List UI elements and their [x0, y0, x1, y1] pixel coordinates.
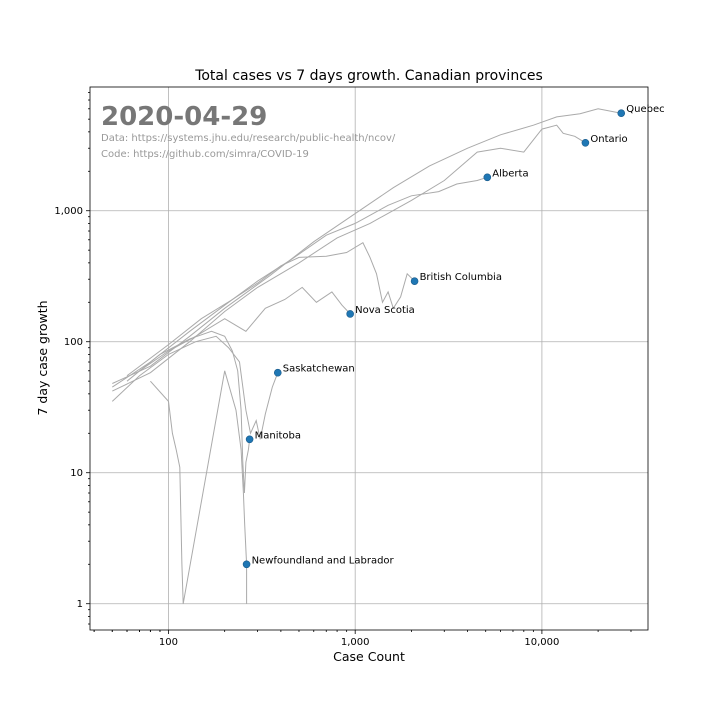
point-label-manitoba: Manitoba: [255, 430, 301, 441]
point-ontario: [581, 139, 590, 147]
trajectory-quebec: [112, 108, 622, 384]
axis-ticks: 100 1,000 10,000 1 10 100 1,000: [54, 92, 632, 648]
trajectory-manitoba: [126, 330, 251, 494]
point-label-newfoundland-and-labrador: Newfoundland and Labrador: [252, 555, 395, 566]
point-nova-scotia: [346, 310, 354, 318]
trajectory-saskatchewan: [111, 335, 279, 440]
point-labels: Quebec Ontario Alberta British Columbia Nova…: [252, 104, 665, 566]
x-tick-label-0: 100: [159, 637, 178, 648]
y-axis-label: 7 day case growth: [35, 300, 50, 415]
y-tick-label-2: 100: [64, 337, 83, 348]
trajectory-newfoundland-and-labrador: [150, 370, 248, 604]
trajectory-ontario: [112, 124, 586, 392]
x-axis-label: Case Count: [333, 649, 405, 664]
date-label: 2020-04-29: [101, 102, 267, 132]
code-source-label: Code: https://github.com/simra/COVID-19: [101, 149, 309, 160]
point-label-saskatchewan: Saskatchewan: [283, 364, 355, 375]
trajectory-british-columbia: [126, 241, 415, 377]
trajectory-alberta: [112, 176, 488, 388]
plot-frame: [89, 86, 649, 631]
trajectory-lines: [111, 108, 622, 604]
y-tick-label-1: 10: [70, 468, 83, 479]
data-points: [242, 109, 626, 569]
point-label-british-columbia: British Columbia: [420, 272, 502, 283]
point-label-alberta: Alberta: [492, 168, 528, 179]
x-tick-label-1: 1,000: [341, 637, 370, 648]
y-tick-label-0: 1: [77, 599, 83, 610]
data-source-label: Data: https://systems.jhu.edu/research/p…: [101, 133, 396, 144]
point-newfoundland-and-labrador: [242, 560, 251, 569]
chart-title: Total cases vs 7 days growth. Canadian p…: [194, 68, 543, 84]
x-tick-label-2: 10,000: [524, 637, 559, 648]
point-british-columbia: [410, 277, 419, 285]
trajectory-nova-scotia: [139, 286, 351, 372]
point-manitoba: [245, 435, 254, 444]
y-tick-label-3: 1,000: [54, 206, 83, 217]
point-quebec: [617, 109, 626, 118]
point-label-quebec: Quebec: [626, 104, 664, 115]
grid-lines: [90, 87, 648, 630]
point-alberta: [483, 173, 492, 182]
point-label-nova-scotia: Nova Scotia: [355, 305, 415, 316]
point-saskatchewan: [273, 368, 282, 377]
point-label-ontario: Ontario: [590, 134, 627, 145]
